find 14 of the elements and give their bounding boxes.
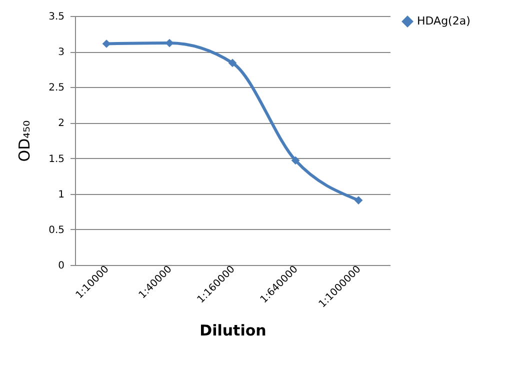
y-axis-title: OD₄₅₀ — [16, 120, 34, 162]
y-tick-label: 1.5 — [48, 154, 64, 165]
y-tick-label: 2 — [58, 118, 64, 130]
y-tick-label: 1 — [58, 189, 64, 200]
y-tick-label: 3.5 — [48, 12, 64, 22]
y-tick-label: 0.5 — [48, 224, 64, 236]
x-axis-title: Dilution — [200, 321, 266, 340]
point — [228, 58, 237, 68]
y-tick-label: 3 — [58, 47, 64, 58]
point — [291, 156, 300, 165]
y-tick-label: 0 — [58, 260, 64, 272]
legend-label: HDAg(2a) — [417, 14, 470, 28]
point — [354, 196, 363, 204]
y-tick-label: 2.5 — [48, 82, 64, 94]
